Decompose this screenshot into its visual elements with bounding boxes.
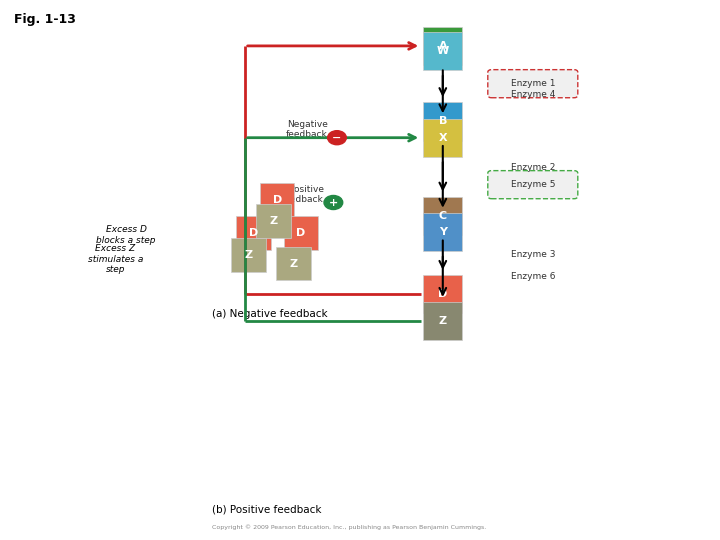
FancyBboxPatch shape — [423, 213, 462, 251]
Text: Z: Z — [289, 259, 298, 268]
Text: Excess Z
stimulates a
step: Excess Z stimulates a step — [88, 244, 143, 274]
Text: B: B — [438, 117, 447, 126]
FancyBboxPatch shape — [423, 103, 462, 140]
Text: Enzyme 5: Enzyme 5 — [510, 180, 555, 189]
Text: X: X — [438, 133, 447, 143]
FancyBboxPatch shape — [231, 238, 266, 272]
Text: Fig. 1-13: Fig. 1-13 — [14, 14, 76, 26]
Circle shape — [324, 195, 343, 210]
Circle shape — [328, 131, 346, 145]
FancyBboxPatch shape — [488, 171, 577, 199]
Text: Y: Y — [438, 227, 447, 237]
Text: A: A — [438, 41, 447, 51]
Text: Z: Z — [438, 316, 447, 326]
FancyBboxPatch shape — [284, 217, 318, 250]
FancyBboxPatch shape — [423, 119, 462, 157]
FancyBboxPatch shape — [276, 247, 311, 280]
FancyBboxPatch shape — [423, 275, 462, 313]
FancyBboxPatch shape — [423, 27, 462, 65]
Text: Enzyme 3: Enzyme 3 — [510, 251, 555, 259]
Text: (b) Positive feedback: (b) Positive feedback — [212, 504, 322, 514]
Text: Copyright © 2009 Pearson Education, Inc., publishing as Pearson Benjamin Cumming: Copyright © 2009 Pearson Education, Inc.… — [212, 525, 487, 530]
Text: D: D — [297, 228, 305, 238]
Text: Z: Z — [244, 250, 253, 260]
FancyBboxPatch shape — [260, 183, 294, 217]
FancyBboxPatch shape — [423, 32, 462, 70]
FancyBboxPatch shape — [236, 217, 271, 250]
FancyBboxPatch shape — [488, 70, 577, 98]
Text: +: + — [329, 198, 338, 207]
Text: (a) Negative feedback: (a) Negative feedback — [212, 309, 328, 319]
Text: Excess D
blocks a step: Excess D blocks a step — [96, 225, 156, 245]
FancyBboxPatch shape — [423, 302, 462, 340]
FancyBboxPatch shape — [256, 205, 291, 238]
Text: C: C — [438, 211, 447, 221]
Text: Negative
feedback: Negative feedback — [286, 120, 328, 139]
Text: Enzyme 1: Enzyme 1 — [510, 79, 555, 88]
FancyBboxPatch shape — [423, 197, 462, 235]
Text: Enzyme 4: Enzyme 4 — [510, 90, 555, 99]
Text: Z: Z — [269, 217, 278, 226]
Text: D: D — [273, 195, 282, 205]
Text: D: D — [249, 228, 258, 238]
Text: Enzyme 6: Enzyme 6 — [510, 272, 555, 281]
Text: D: D — [438, 289, 447, 299]
Text: −: − — [332, 133, 342, 143]
Text: W: W — [436, 46, 449, 56]
Text: Enzyme 2: Enzyme 2 — [510, 163, 555, 172]
Text: Positive
feedback: Positive feedback — [282, 185, 324, 204]
